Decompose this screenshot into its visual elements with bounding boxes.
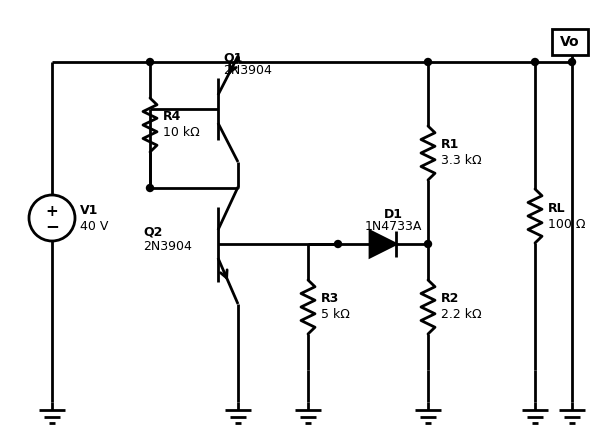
Text: 3.3 kΩ: 3.3 kΩ: [441, 155, 482, 168]
Text: R4: R4: [163, 110, 182, 123]
Text: Q1: Q1: [223, 52, 243, 65]
Text: Vo: Vo: [560, 35, 580, 49]
Text: 2N3904: 2N3904: [143, 240, 192, 254]
Text: +: +: [45, 203, 58, 218]
Text: 5 kΩ: 5 kΩ: [321, 309, 350, 321]
Circle shape: [146, 184, 154, 191]
Text: V1: V1: [80, 203, 99, 217]
Text: R3: R3: [321, 293, 339, 305]
Circle shape: [425, 58, 431, 65]
Text: Q2: Q2: [143, 225, 162, 239]
FancyBboxPatch shape: [552, 29, 588, 55]
Text: R1: R1: [441, 138, 459, 152]
Polygon shape: [370, 231, 396, 257]
Text: 1N4733A: 1N4733A: [364, 220, 422, 233]
Text: 40 V: 40 V: [80, 220, 108, 232]
Text: −: −: [45, 217, 59, 235]
Text: D1: D1: [384, 208, 402, 221]
Circle shape: [335, 240, 341, 248]
Circle shape: [569, 58, 575, 65]
Text: RL: RL: [548, 202, 566, 214]
Text: 10 kΩ: 10 kΩ: [163, 126, 200, 140]
Text: 2N3904: 2N3904: [223, 64, 272, 76]
Circle shape: [532, 58, 538, 65]
Circle shape: [146, 58, 154, 65]
Circle shape: [425, 240, 431, 248]
Text: R2: R2: [441, 293, 459, 305]
Text: 2.2 kΩ: 2.2 kΩ: [441, 309, 482, 321]
Text: 100 Ω: 100 Ω: [548, 217, 586, 230]
